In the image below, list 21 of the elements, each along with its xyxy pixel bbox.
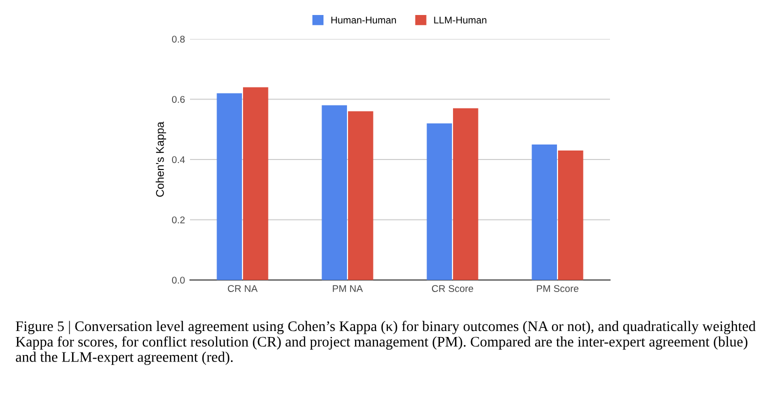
- caption: Figure 5 | Conversation level agreement using Cohen’s Kappa (κ) for binary outcomes (NA or not), and quadratically weighted Kappa for scores, for conflict resolution (CR) and project management (PM). Compared are the inter-expert agreement (blue) and the LLM-expert agreement (red).: [16, 320, 756, 365]
- y-axis-title: Cohen's Kappa: [156, 122, 166, 197]
- x-tick-label: CR NA: [228, 285, 258, 292]
- bar: [426, 123, 452, 280]
- y-tick-label: 0.6: [172, 96, 185, 103]
- legend-label: Human-Human: [331, 16, 396, 24]
- bar: [243, 87, 268, 280]
- bar: [322, 105, 347, 280]
- x-tick-label: CR Score: [432, 285, 474, 292]
- y-tick-label: 0.8: [172, 36, 185, 43]
- x-tick-label: PM NA: [332, 285, 363, 292]
- bar: [532, 144, 557, 280]
- legend-label: LLM-Human: [434, 16, 486, 24]
- y-tick-label: 0.0: [172, 276, 185, 284]
- bar: [558, 150, 584, 280]
- bar: [453, 108, 478, 280]
- y-tick-label: 0.4: [172, 156, 185, 164]
- x-tick-label: PM Score: [536, 285, 578, 292]
- y-tick-label: 0.2: [172, 216, 185, 224]
- bar: [216, 93, 242, 280]
- bar: [348, 111, 374, 280]
